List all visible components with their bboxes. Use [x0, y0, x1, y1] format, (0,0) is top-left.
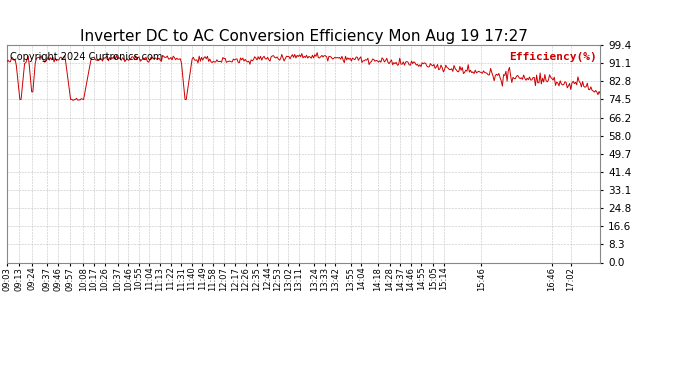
Text: Efficiency(%): Efficiency(%)	[510, 51, 598, 62]
Title: Inverter DC to AC Conversion Efficiency Mon Aug 19 17:27: Inverter DC to AC Conversion Efficiency …	[79, 29, 528, 44]
Text: Copyright 2024 Curtronics.com: Copyright 2024 Curtronics.com	[10, 51, 162, 62]
